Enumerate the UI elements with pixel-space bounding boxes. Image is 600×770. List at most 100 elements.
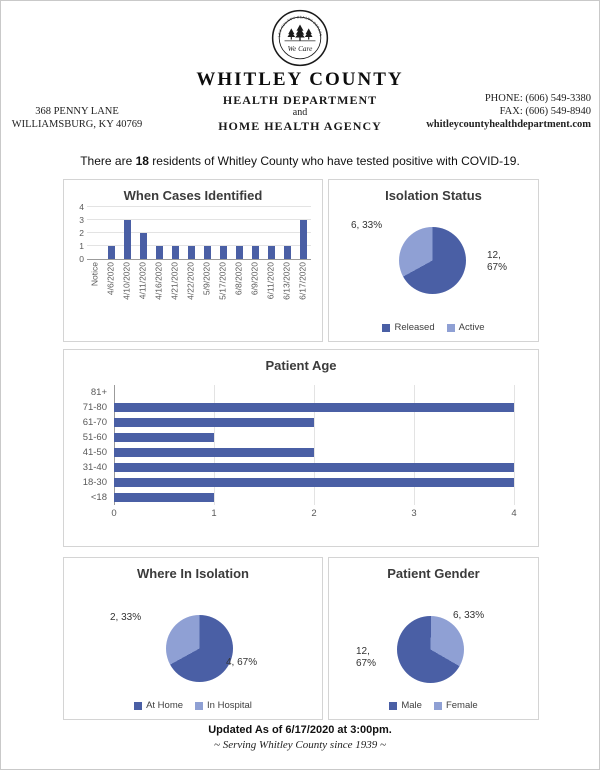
x-label-slot: 6/13/2020 — [279, 262, 295, 320]
y-axis-labels: 81+ 71-80 61-70 51-60 41-50 31-40 18-30 <18 — [64, 385, 114, 521]
y-tick-label: <18 — [90, 492, 107, 503]
x-tick-label: 6/9/2020 — [249, 262, 260, 296]
bar-slot — [295, 207, 311, 259]
address-line-2: WILLIAMSBURG, KY 40769 — [11, 119, 143, 130]
bar-row — [114, 445, 514, 460]
pie-data-label: 2, 33% — [110, 612, 142, 623]
x-label-slot: 4/16/2020 — [151, 262, 167, 320]
x-tick-label: 4 — [511, 508, 517, 519]
gridline — [314, 385, 315, 505]
legend-swatch — [382, 323, 391, 332]
bar — [107, 246, 115, 259]
bar — [267, 246, 275, 259]
bar-row — [114, 430, 514, 445]
bar — [114, 418, 314, 427]
x-label-slot: 6/11/2020 — [263, 262, 279, 320]
legend-swatch — [446, 323, 455, 332]
bar-slot — [151, 207, 167, 259]
page-title: WHITLEY COUNTY — [196, 69, 404, 90]
legend-swatch — [433, 701, 442, 710]
x-label-slot: 4/22/2020 — [183, 262, 199, 320]
legend-label: At Home — [146, 700, 184, 711]
agency-subtitle: HOME HEALTH AGENCY — [218, 119, 382, 133]
where-in-isolation-chart: Where In Isolation 4, 67% 2, 33% At Home I… — [63, 557, 323, 720]
y-tick-label: 1 — [79, 240, 84, 251]
chart-body: 0 1 2 3 4 Notice 4/6/2020 4/10/2020 4/11/2020 4/… — [64, 203, 322, 320]
y-tick-label: 41-50 — [82, 447, 107, 458]
y-tick-label: 81+ — [90, 387, 107, 398]
x-tick-label: 5/9/2020 — [201, 262, 212, 296]
positive-count: 18 — [135, 154, 149, 168]
bar — [123, 220, 131, 259]
x-tick-label: 6/13/2020 — [281, 262, 292, 300]
chart-title: Patient Age — [265, 358, 337, 373]
bar-slot — [215, 207, 231, 259]
y-tick-label: 71-80 — [82, 402, 107, 413]
y-tick-label: 31-40 — [82, 462, 107, 473]
bar — [155, 246, 163, 259]
fax-line: FAX: (606) 549-8940 — [499, 106, 591, 117]
gridline — [87, 232, 311, 233]
legend-label: Active — [458, 322, 485, 333]
contact-block: PHONE: (606) 549-3380 FAX: (606) 549-894… — [411, 92, 591, 131]
pie-data-label: 6, 33% — [453, 610, 485, 621]
chart-body: 81+ 71-80 61-70 51-60 41-50 31-40 18-30 <18 0 1 2… — [64, 385, 538, 521]
y-tick-label: 18-30 — [82, 477, 107, 488]
chart-legend: At Home In Hospital — [64, 700, 322, 711]
bar-slot — [119, 207, 135, 259]
x-tick-label: 6/11/2020 — [265, 262, 276, 300]
legend-label: Male — [401, 700, 422, 711]
legend-item: In Hospital — [195, 700, 252, 711]
pie-chart — [399, 227, 466, 294]
x-tick-label: 3 — [411, 508, 417, 519]
x-tick-label: 0 — [111, 508, 117, 519]
legend-item: Male — [389, 700, 422, 711]
x-tick-label: Notice — [89, 262, 100, 287]
conjunction-text: and — [292, 107, 308, 118]
bar — [251, 246, 259, 259]
x-axis-labels: Notice 4/6/2020 4/10/2020 4/11/2020 4/16/202… — [87, 262, 311, 320]
x-axis-labels: 0 1 2 3 4 — [111, 505, 517, 521]
x-label-slot: 6/9/2020 — [247, 262, 263, 320]
bar-slot — [199, 207, 215, 259]
bar — [203, 246, 211, 259]
y-tick-label: 4 — [79, 201, 84, 212]
legend-swatch — [195, 701, 204, 710]
y-axis-labels: 0 1 2 3 4 — [69, 203, 87, 263]
x-tick-label: 4/11/2020 — [137, 262, 148, 300]
bar — [139, 233, 147, 259]
x-tick-label: 4/16/2020 — [153, 262, 164, 300]
address-block: 368 PENNY LANE WILLIAMSBURG, KY 40769 — [7, 105, 147, 131]
bar-row — [114, 490, 514, 505]
trees-icon — [284, 24, 316, 42]
bar-row — [114, 460, 514, 475]
bar-row — [114, 385, 514, 400]
y-tick-label: 0 — [79, 253, 84, 264]
legend-item: At Home — [134, 700, 183, 711]
x-tick-label: 4/22/2020 — [185, 262, 196, 300]
bar — [114, 403, 514, 412]
x-tick-label: 1 — [211, 508, 217, 519]
bar-row — [114, 400, 514, 415]
phone-line: PHONE: (606) 549-3380 — [484, 93, 591, 104]
gridline — [87, 245, 311, 246]
x-label-slot: 4/10/2020 — [119, 262, 135, 320]
bars-container — [114, 385, 514, 505]
bar-slot — [167, 207, 183, 259]
bar — [114, 448, 314, 457]
x-tick-label: 6/17/2020 — [297, 262, 308, 300]
address-line-1: 368 PENNY LANE — [35, 106, 119, 117]
patient-age-chart: Patient Age 81+ 71-80 61-70 51-60 41-50 31-40… — [63, 349, 539, 547]
bar-slot — [279, 207, 295, 259]
footer-tagline: ~ Serving Whitley County since 1939 ~ — [214, 739, 386, 751]
plot-column: 0 1 2 3 4 — [111, 385, 517, 521]
when-cases-identified-chart: When Cases Identified 0 1 2 3 4 Notice 4/6/20… — [63, 179, 323, 342]
legend-item: Active — [446, 322, 485, 333]
bar — [219, 246, 227, 259]
gridline — [114, 385, 115, 505]
gridline — [514, 385, 515, 505]
x-label-slot: 5/17/2020 — [215, 262, 231, 320]
summary-suffix: residents of Whitley County who have tes… — [148, 154, 520, 168]
legend-label: Female — [445, 700, 478, 711]
website-text: whitleycountyhealthdepartment.com — [426, 119, 591, 130]
